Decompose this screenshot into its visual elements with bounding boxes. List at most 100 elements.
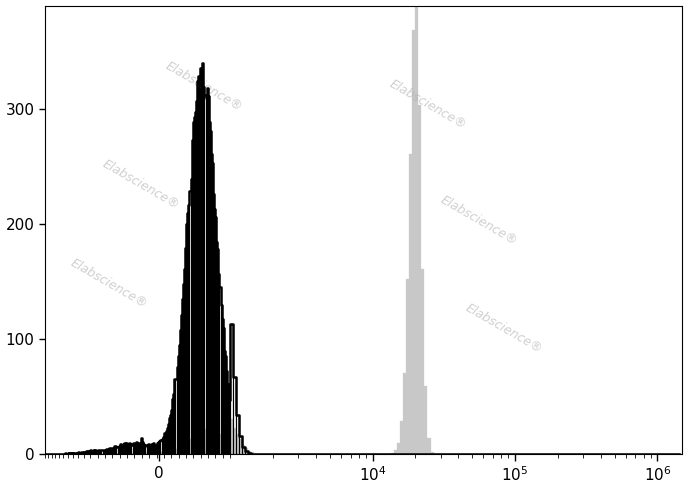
Bar — [69, 453, 70, 454]
Bar — [107, 449, 108, 454]
Bar — [74, 453, 75, 454]
Bar — [184, 269, 185, 454]
Bar — [224, 351, 225, 454]
Bar — [185, 248, 186, 454]
Bar — [180, 330, 181, 454]
Bar — [242, 445, 246, 454]
Bar — [194, 117, 195, 454]
Bar — [221, 434, 222, 454]
Bar — [179, 448, 180, 454]
Bar — [124, 453, 125, 454]
Bar — [105, 450, 106, 454]
Bar — [173, 449, 175, 454]
Bar — [147, 452, 148, 454]
Bar — [196, 101, 197, 454]
Bar — [400, 420, 403, 454]
Bar — [142, 452, 143, 454]
Bar — [248, 453, 252, 454]
Bar — [178, 447, 179, 454]
Bar — [108, 449, 109, 454]
Bar — [133, 444, 135, 454]
Bar — [228, 440, 229, 454]
Bar — [85, 453, 86, 454]
Bar — [219, 434, 221, 454]
Bar — [213, 194, 214, 454]
Bar — [128, 452, 129, 454]
Bar — [409, 154, 412, 454]
Bar — [194, 435, 195, 454]
Bar — [213, 430, 214, 454]
Bar — [111, 448, 112, 454]
Bar — [185, 442, 186, 454]
Bar — [126, 453, 127, 454]
Bar — [125, 444, 126, 454]
Bar — [206, 429, 208, 454]
Bar — [212, 429, 213, 454]
Bar — [129, 453, 131, 454]
Bar — [412, 30, 416, 454]
Bar — [124, 443, 125, 454]
Bar — [153, 442, 154, 454]
Bar — [196, 434, 197, 454]
Bar — [151, 452, 152, 454]
Bar — [195, 112, 196, 454]
Bar — [191, 140, 193, 454]
Bar — [89, 450, 91, 454]
Bar — [175, 449, 177, 454]
Bar — [189, 440, 191, 454]
Bar — [138, 452, 139, 454]
Bar — [112, 453, 114, 454]
Bar — [100, 450, 101, 454]
Bar — [82, 452, 83, 454]
Bar — [217, 431, 218, 454]
Bar — [148, 452, 149, 454]
Bar — [120, 444, 121, 454]
Bar — [199, 79, 200, 454]
Bar — [166, 431, 167, 454]
Bar — [168, 424, 169, 454]
Bar — [129, 443, 131, 454]
Bar — [223, 437, 224, 454]
Bar — [418, 105, 422, 454]
Bar — [198, 431, 199, 454]
Bar — [167, 428, 168, 454]
Bar — [153, 452, 154, 454]
Bar — [138, 443, 139, 454]
Bar — [155, 452, 156, 454]
Bar — [154, 452, 155, 454]
Bar — [127, 445, 128, 454]
Bar — [397, 442, 400, 454]
Bar — [202, 63, 204, 454]
Bar — [72, 453, 73, 454]
Bar — [214, 209, 215, 454]
Bar — [184, 445, 185, 454]
Bar — [227, 439, 228, 454]
Bar — [139, 452, 140, 454]
Bar — [171, 410, 172, 454]
Bar — [94, 451, 95, 454]
Bar — [204, 429, 206, 454]
Bar — [109, 448, 110, 454]
Bar — [141, 438, 142, 454]
Bar — [230, 419, 233, 454]
Bar — [131, 444, 133, 454]
Bar — [239, 439, 242, 454]
Bar — [149, 444, 150, 454]
Bar — [216, 431, 217, 454]
Bar — [225, 438, 226, 454]
Bar — [246, 451, 248, 454]
Bar — [236, 434, 239, 454]
Bar — [160, 440, 162, 454]
Bar — [216, 242, 217, 454]
Bar — [218, 274, 219, 454]
Bar — [77, 453, 78, 454]
Bar — [187, 441, 189, 454]
Bar — [162, 451, 164, 454]
Bar — [206, 88, 208, 454]
Bar — [175, 379, 177, 454]
Bar — [424, 386, 427, 454]
Bar — [141, 452, 142, 454]
Bar — [79, 453, 80, 454]
Bar — [116, 447, 118, 454]
Bar — [172, 450, 173, 454]
